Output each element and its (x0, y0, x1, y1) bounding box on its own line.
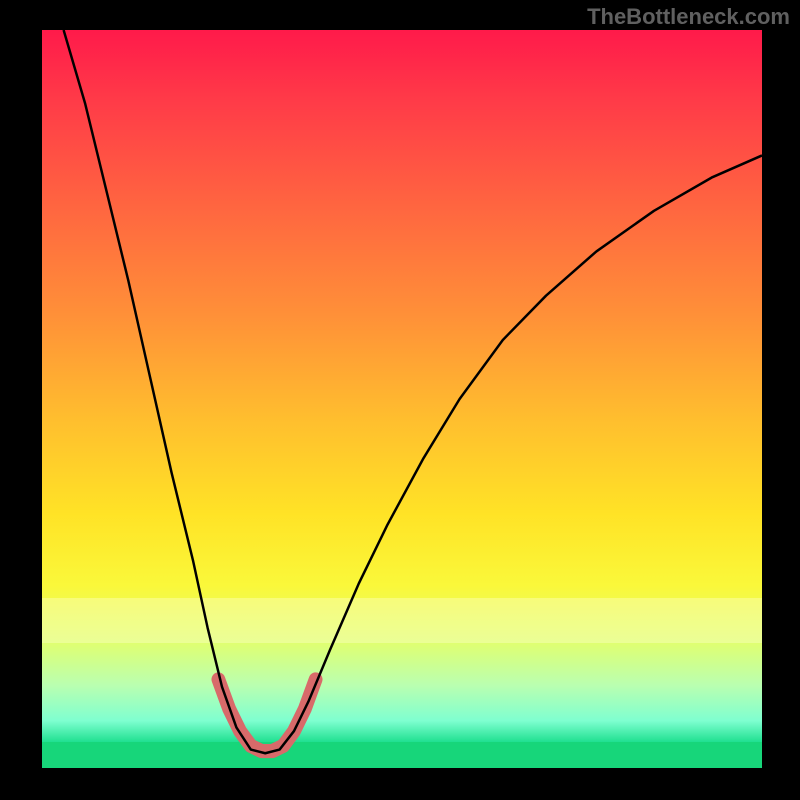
watermark-text: TheBottleneck.com (587, 4, 790, 30)
main-curve (64, 30, 762, 753)
plot-frame (42, 30, 762, 768)
curve-layer (42, 30, 762, 768)
plot-inner (42, 30, 762, 768)
